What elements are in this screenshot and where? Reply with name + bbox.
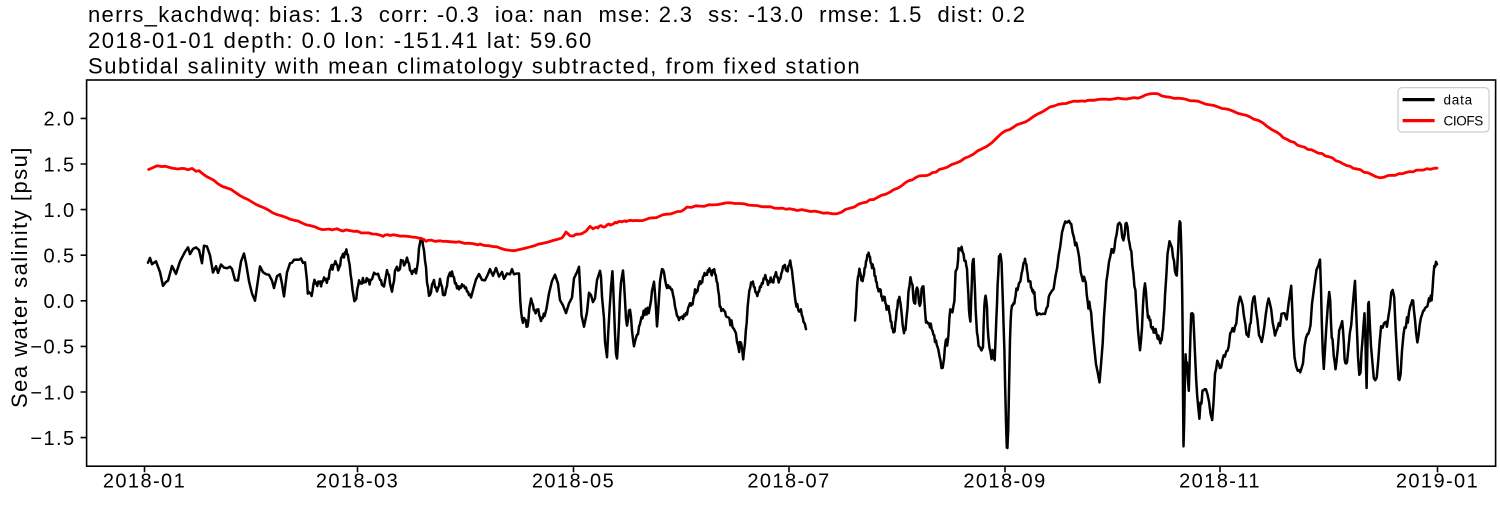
svg-text:2018-01: 2018-01 bbox=[103, 471, 186, 493]
svg-text:2018-09: 2018-09 bbox=[963, 471, 1046, 493]
svg-text:2019-01: 2019-01 bbox=[1396, 471, 1479, 493]
svg-text:2018-05: 2018-05 bbox=[532, 471, 615, 493]
svg-text:data: data bbox=[1444, 93, 1473, 108]
svg-text:0.5: 0.5 bbox=[43, 246, 75, 268]
svg-text:2018-03: 2018-03 bbox=[316, 471, 399, 493]
svg-text:2018-11: 2018-11 bbox=[1179, 471, 1261, 493]
svg-text:−0.5: −0.5 bbox=[30, 337, 75, 359]
svg-text:−1.0: −1.0 bbox=[30, 382, 75, 404]
svg-text:2.0: 2.0 bbox=[43, 109, 75, 131]
svg-text:nerrs_kachdwq: bias: 1.3 corr: nerrs_kachdwq: bias: 1.3 corr: -0.3 ioa:… bbox=[88, 2, 1026, 27]
svg-text:Subtidal salinity with mean cl: Subtidal salinity with mean climatology … bbox=[88, 53, 861, 78]
svg-text:2018-01-01 depth: 0.0 lon: -15: 2018-01-01 depth: 0.0 lon: -151.41 lat: … bbox=[88, 28, 593, 53]
svg-text:2018-07: 2018-07 bbox=[747, 471, 830, 493]
svg-text:−1.5: −1.5 bbox=[30, 428, 75, 450]
svg-text:0.0: 0.0 bbox=[43, 291, 75, 313]
svg-text:Sea water salinity [psu]: Sea water salinity [psu] bbox=[7, 146, 32, 408]
svg-text:1.0: 1.0 bbox=[43, 200, 75, 222]
svg-text:CIOFS: CIOFS bbox=[1444, 114, 1484, 129]
svg-text:1.5: 1.5 bbox=[43, 154, 75, 176]
